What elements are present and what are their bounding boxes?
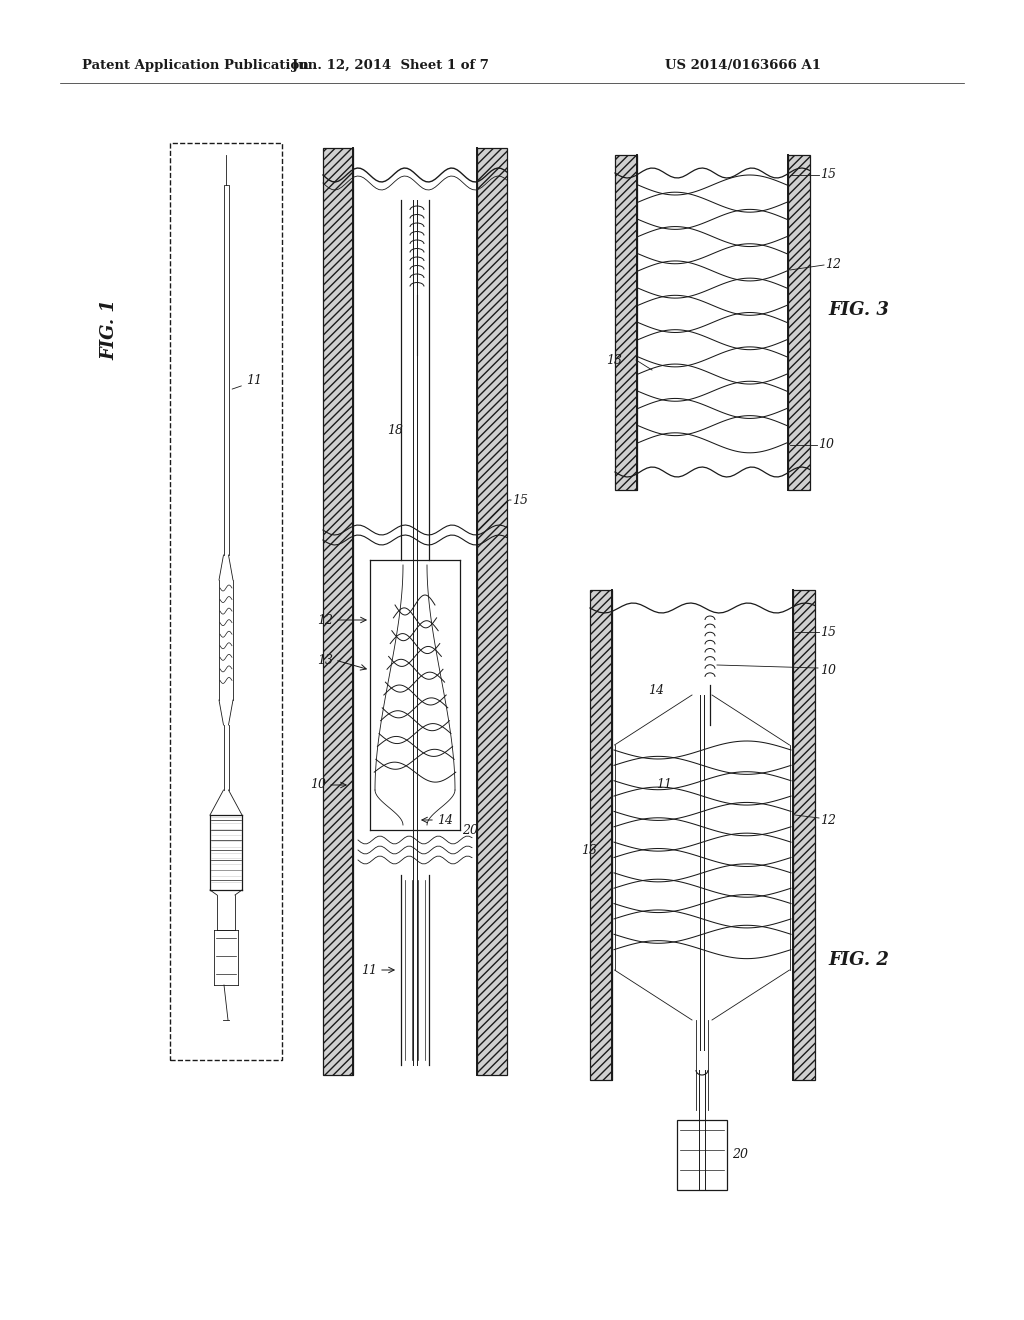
- Text: 13: 13: [581, 843, 597, 857]
- Bar: [793, 590, 815, 1080]
- Text: 20: 20: [732, 1148, 748, 1162]
- Text: 10: 10: [820, 664, 836, 676]
- Text: Patent Application Publication: Patent Application Publication: [82, 58, 309, 71]
- Text: Jun. 12, 2014  Sheet 1 of 7: Jun. 12, 2014 Sheet 1 of 7: [292, 58, 488, 71]
- Text: 12: 12: [825, 259, 841, 272]
- Text: 14: 14: [648, 684, 664, 697]
- Text: 13: 13: [606, 354, 622, 367]
- Text: 12: 12: [317, 614, 333, 627]
- Text: 15: 15: [512, 494, 528, 507]
- Bar: [615, 154, 637, 490]
- Text: 20: 20: [462, 824, 478, 837]
- Text: 13: 13: [317, 653, 333, 667]
- Text: FIG. 1: FIG. 1: [100, 300, 118, 360]
- Bar: [788, 154, 810, 490]
- Text: 15: 15: [820, 169, 836, 181]
- Bar: [477, 148, 507, 1074]
- Text: 10: 10: [310, 779, 326, 792]
- Text: 15: 15: [820, 626, 836, 639]
- Bar: [170, 143, 282, 1060]
- Text: 12: 12: [820, 813, 836, 826]
- Text: FIG. 3: FIG. 3: [828, 301, 889, 319]
- Text: 11: 11: [361, 964, 377, 977]
- Bar: [677, 1119, 727, 1191]
- Text: 11: 11: [656, 779, 672, 792]
- Bar: [590, 590, 612, 1080]
- Text: 18: 18: [387, 424, 403, 437]
- Bar: [323, 148, 353, 1074]
- Text: 14: 14: [437, 813, 453, 826]
- Text: 11: 11: [246, 374, 262, 387]
- Text: FIG. 2: FIG. 2: [828, 950, 889, 969]
- Text: US 2014/0163666 A1: US 2014/0163666 A1: [665, 58, 821, 71]
- Text: 10: 10: [818, 438, 834, 451]
